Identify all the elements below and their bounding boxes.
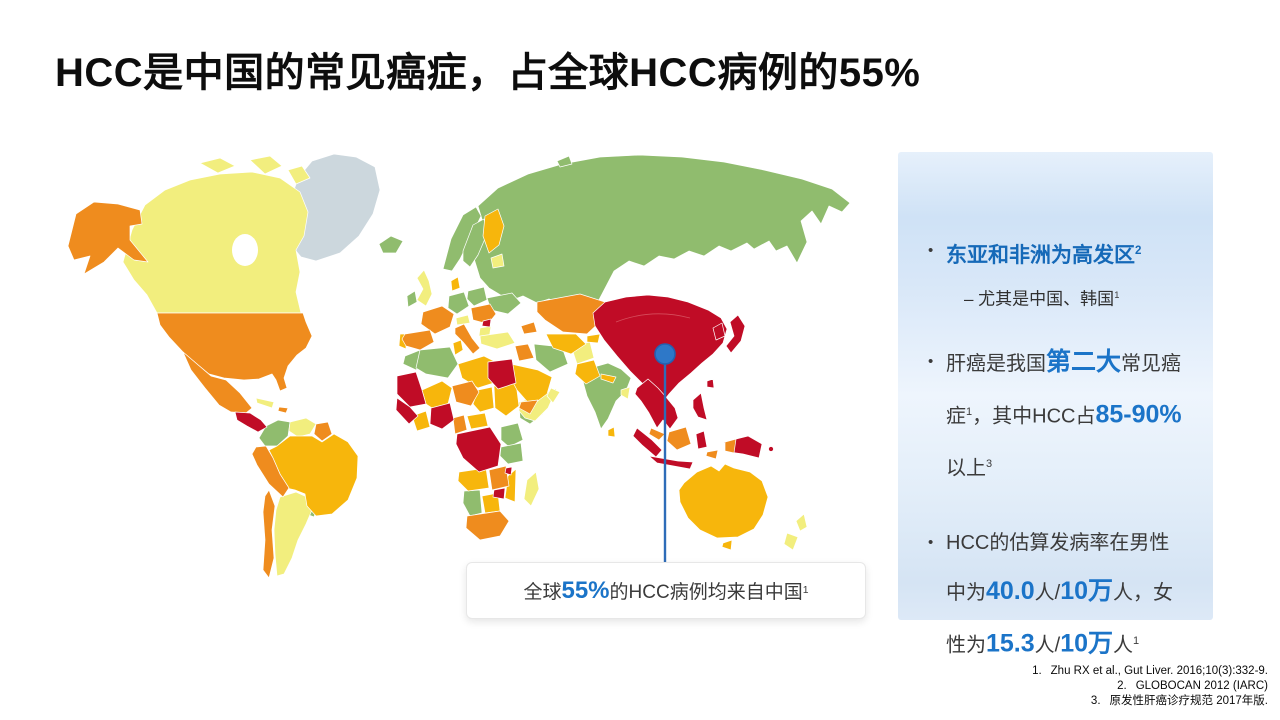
- map-region-guyanas: [313, 421, 333, 442]
- bullet-liver-cancer-rank: • 肝癌是我国第二大常见癌症1，其中HCC占85-90%以上3: [928, 338, 1189, 493]
- map-region-sweden: [462, 218, 488, 268]
- map-region-borneo: [666, 426, 692, 451]
- map-region-austria-swiss: [455, 314, 471, 326]
- map-region-new-zealand: [783, 513, 808, 551]
- bullet-marker: •: [928, 352, 934, 370]
- map-region-kenya: [500, 422, 524, 448]
- map-region-malawi: [504, 466, 513, 476]
- map-region-bangladesh: [620, 386, 631, 400]
- map-region-mexico: [182, 351, 253, 414]
- map-region-pakistan: [574, 359, 601, 385]
- map-region-hispaniola: [277, 406, 289, 414]
- map-region-caucasus: [520, 321, 538, 335]
- bullet-incidence-rate: • HCC的估算发病率在男性中为40.0人/10万人，女性为15.3人/10万人…: [928, 519, 1189, 670]
- map-region-france: [420, 305, 455, 335]
- map-region-cuba: [255, 397, 275, 409]
- map-region-italy: [454, 323, 481, 355]
- map-region-south-africa: [465, 510, 510, 541]
- map-region-central-america: [234, 411, 268, 433]
- map-region-central-african-rep: [466, 412, 489, 430]
- map-region-nigeria: [429, 402, 455, 430]
- map-region-finland: [482, 208, 505, 254]
- map-region-tanzania: [499, 442, 524, 465]
- map-region-nepal: [600, 373, 617, 384]
- map-region-kazakhstan: [536, 293, 606, 335]
- map-region-zimbabwe: [492, 487, 506, 500]
- map-region-algeria: [415, 346, 459, 379]
- map-region-egypt: [487, 358, 517, 390]
- map-region-oman: [546, 387, 561, 404]
- map-region-zambia: [488, 465, 510, 491]
- map-region-denmark: [450, 276, 461, 292]
- mongolia-china-border: [615, 313, 691, 323]
- map-region-iraq: [514, 343, 535, 362]
- map-region-iceland: [378, 235, 404, 254]
- map-region-usa: [156, 312, 313, 392]
- map-region-namibia: [462, 489, 483, 517]
- map-region-solomon: [768, 446, 774, 452]
- bullet1-subtext: – 尤其是中国、韩国1: [964, 289, 1120, 309]
- map-region-chile: [262, 489, 276, 579]
- map-region-australia: [678, 463, 769, 539]
- map-region-madagascar: [523, 471, 540, 507]
- map-region-philippines: [692, 392, 708, 421]
- hudson-bay: [232, 234, 258, 266]
- map-region-russia: [471, 154, 851, 312]
- map-region-kyrgyzstan: [586, 333, 601, 344]
- map-region-sulawesi: [695, 430, 708, 450]
- map-region-venezuela: [288, 417, 317, 438]
- map-region-norway: [442, 206, 482, 272]
- reference-3: 3. 原发性肝癌诊疗规范 2017年版.: [1090, 695, 1268, 707]
- map-region-korea: [712, 322, 726, 341]
- map-region-argentina: [273, 491, 313, 577]
- map-region-moluccas: [705, 449, 719, 460]
- map-region-turkey: [479, 331, 516, 350]
- bullet2-text: 肝癌是我国第二大常见癌症1，其中HCC占85-90%以上3: [946, 347, 1182, 480]
- key-facts-panel: • 东亚和非洲为高发区2 – 尤其是中国、韩国1 • 肝癌是我国第二大常见癌症1…: [898, 152, 1213, 658]
- map-region-canada-islands: [199, 155, 311, 185]
- map-region-java: [648, 455, 694, 470]
- bullet1-text: 东亚和非洲为高发区2: [946, 244, 1142, 267]
- reference-1: 1. Zhu RX et al., Gut Liver. 2016;10(3):3…: [1032, 665, 1268, 677]
- map-region-mauritania: [396, 371, 427, 408]
- map-region-guinea: [395, 397, 419, 425]
- map-region-taiwan: [706, 378, 715, 389]
- map-region-indochina: [634, 378, 679, 430]
- bullet-marker: •: [928, 533, 934, 551]
- map-region-ireland: [406, 290, 418, 308]
- china-callout-box: 全球 55% 的HCC病例均来自中国 1: [466, 562, 866, 619]
- map-region-spain: [401, 329, 435, 351]
- map-region-tunisia: [452, 339, 464, 356]
- map-region-malaysia: [648, 427, 666, 441]
- map-region-angola: [457, 467, 490, 492]
- world-map: [60, 150, 870, 580]
- references: 1. Zhu RX et al., Gut Liver. 2016;10(3):3…: [668, 664, 1268, 709]
- map-region-baltics: [490, 253, 505, 269]
- bullet-marker: •: [928, 242, 934, 259]
- reference-2: 2. GLOBOCAN 2012 (IARC): [1117, 680, 1268, 692]
- map-region-alaska: [67, 201, 149, 275]
- map-region-uzbekistan: [545, 333, 587, 355]
- bullet3-text: HCC的估算发病率在男性中为40.0人/10万人，女性为15.3人/10万人1: [946, 531, 1174, 658]
- map-region-tasmania: [721, 539, 733, 551]
- page-title: HCC是中国的常见癌症，占全球HCC病例的55%: [55, 51, 921, 95]
- map-region-cameroon: [452, 414, 468, 435]
- map-region-canada: [122, 171, 309, 314]
- map-region-germany: [447, 291, 470, 315]
- map-region-japan: [725, 314, 746, 354]
- china-marker-dot: [654, 343, 676, 365]
- map-region-niger: [451, 380, 480, 407]
- map-region-drc: [455, 426, 502, 473]
- map-region-peru: [251, 445, 290, 498]
- map-region-poland: [466, 286, 488, 307]
- map-region-balkan-small: [481, 318, 492, 328]
- bullet-east-asia-africa: • 东亚和非洲为高发区2 – 尤其是中国、韩国1: [928, 232, 1189, 312]
- map-region-mozambique: [504, 468, 517, 503]
- map-region-svalbard: [556, 155, 573, 168]
- map-region-great-britain: [416, 269, 433, 307]
- map-region-yemen: [518, 399, 539, 415]
- map-region-west-papua: [724, 438, 737, 454]
- map-region-sri-lanka: [607, 426, 616, 438]
